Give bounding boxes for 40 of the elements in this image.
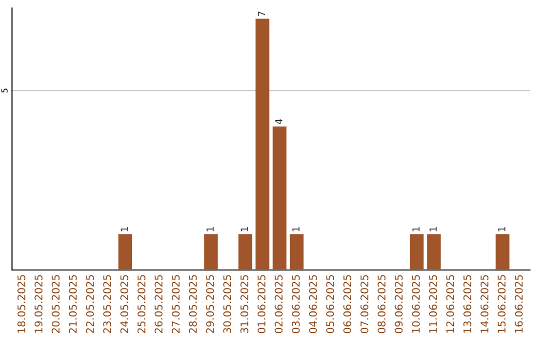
data-label: 1 <box>240 227 248 232</box>
data-label: 1 <box>292 227 300 232</box>
x-tick-label: 27.05.2025 <box>172 275 180 334</box>
x-tick-label: 14.06.2025 <box>480 275 488 333</box>
x-tick-label: 04.06.2025 <box>309 275 317 334</box>
x-tick-label: 31.05.2025 <box>240 275 248 334</box>
x-tick-label: 12.06.2025 <box>446 275 454 333</box>
x-tick-label: 18.05.2025 <box>17 275 26 333</box>
x-tick-label: 22.05.2025 <box>86 275 94 334</box>
x-tick-label: 26.05.2025 <box>154 275 163 334</box>
x-tick-label: 10.06.2025 <box>412 275 420 333</box>
x-tick-label: 07.06.2025 <box>360 275 368 334</box>
x-tick-label: 29.05.2025 <box>206 275 214 334</box>
x-tick-label: 19.05.2025 <box>34 275 42 333</box>
data-label: 1 <box>206 227 214 232</box>
x-tick-label: 21.05.2025 <box>68 275 77 334</box>
data-label: 4 <box>275 119 282 124</box>
data-label: 7 <box>258 12 266 16</box>
data-label: 1 <box>120 227 128 232</box>
x-tick-label: 25.05.2025 <box>138 275 146 334</box>
x-tick-label: 28.05.2025 <box>188 275 197 334</box>
x-tick-label: 05.06.2025 <box>326 275 334 334</box>
x-tick-label: 30.05.2025 <box>223 275 232 334</box>
x-tick-label: 16.06.2025 <box>514 275 523 333</box>
x-tick-label: 15.06.2025 <box>498 275 506 333</box>
x-tick-label: 24.05.2025 <box>120 275 128 334</box>
x-tick-label: 03.06.2025 <box>292 275 300 334</box>
x-tick-label: 06.06.2025 <box>343 275 352 334</box>
x-tick-label: 08.06.2025 <box>378 275 386 334</box>
x-tick-label: 09.06.2025 <box>394 275 403 334</box>
x-tick-label: 13.06.2025 <box>463 275 472 333</box>
x-tick-label: 01.06.2025 <box>258 275 266 334</box>
x-tick-label: 23.05.2025 <box>103 275 112 334</box>
x-tick-label: 02.06.2025 <box>274 275 283 334</box>
data-label: 1 <box>498 227 506 232</box>
y-tick-label: 5 <box>1 88 8 93</box>
data-label: 1 <box>412 227 420 232</box>
data-label: 1 <box>430 227 437 232</box>
x-tick-label: 20.05.2025 <box>52 275 60 334</box>
x-tick-label: 11.06.2025 <box>429 275 437 333</box>
